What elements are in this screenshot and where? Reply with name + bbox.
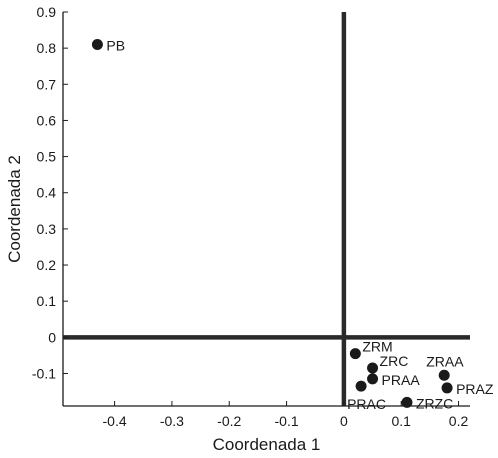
data-point (441, 382, 453, 394)
data-point (349, 348, 361, 360)
data-point (401, 396, 413, 408)
y-tick-label: 0.8 (37, 40, 57, 56)
y-tick-label: 0.7 (37, 76, 57, 92)
y-tick-label: -0.1 (32, 365, 56, 381)
data-point-label: ZRC (380, 353, 409, 369)
data-point (91, 39, 103, 51)
reference-lines (63, 12, 470, 406)
data-point (355, 380, 367, 392)
data-point (367, 373, 379, 385)
data-point-label: PRAC (347, 396, 386, 412)
data-point-label: ZRM (362, 339, 392, 355)
y-axis-ticks: -0.1 0 0.1 0.2 0.3 0.4 0.5 0.6 0.7 0.8 0.9 (32, 4, 68, 381)
plot-frame (62, 12, 470, 407)
y-tick-label: 0.5 (37, 149, 57, 165)
x-tick-label: 0 (340, 413, 348, 429)
y-tick-label: 0.6 (37, 112, 57, 128)
data-point-label: ZRAA (426, 353, 464, 369)
y-axis-title: Coordenada 2 (5, 155, 24, 263)
data-point-label: ZRZC (416, 395, 453, 411)
data-point-label: PRAZ (456, 381, 494, 397)
y-tick-label: 0.2 (37, 257, 57, 273)
data-point (438, 369, 450, 381)
x-tick-label: -0.4 (103, 413, 127, 429)
y-tick-label: 0.3 (37, 221, 57, 237)
y-tick-label: 0.1 (37, 293, 57, 309)
y-tick-label: 0.4 (37, 185, 57, 201)
x-tick-label: 0.1 (391, 413, 411, 429)
y-tick-label: 0.9 (37, 4, 57, 20)
data-point (367, 362, 379, 374)
x-axis-title: Coordenada 1 (213, 435, 321, 454)
x-tick-label: -0.1 (275, 413, 299, 429)
y-tick-label: 0 (48, 329, 56, 345)
x-axis-ticks: -0.4 -0.3 -0.2 -0.1 0 0.1 0.2 (103, 401, 469, 429)
x-tick-label: -0.2 (217, 413, 241, 429)
x-tick-label: 0.2 (449, 413, 469, 429)
data-point-label: PRAA (382, 372, 421, 388)
data-point-label: PB (106, 38, 125, 54)
x-tick-label: -0.3 (160, 413, 184, 429)
